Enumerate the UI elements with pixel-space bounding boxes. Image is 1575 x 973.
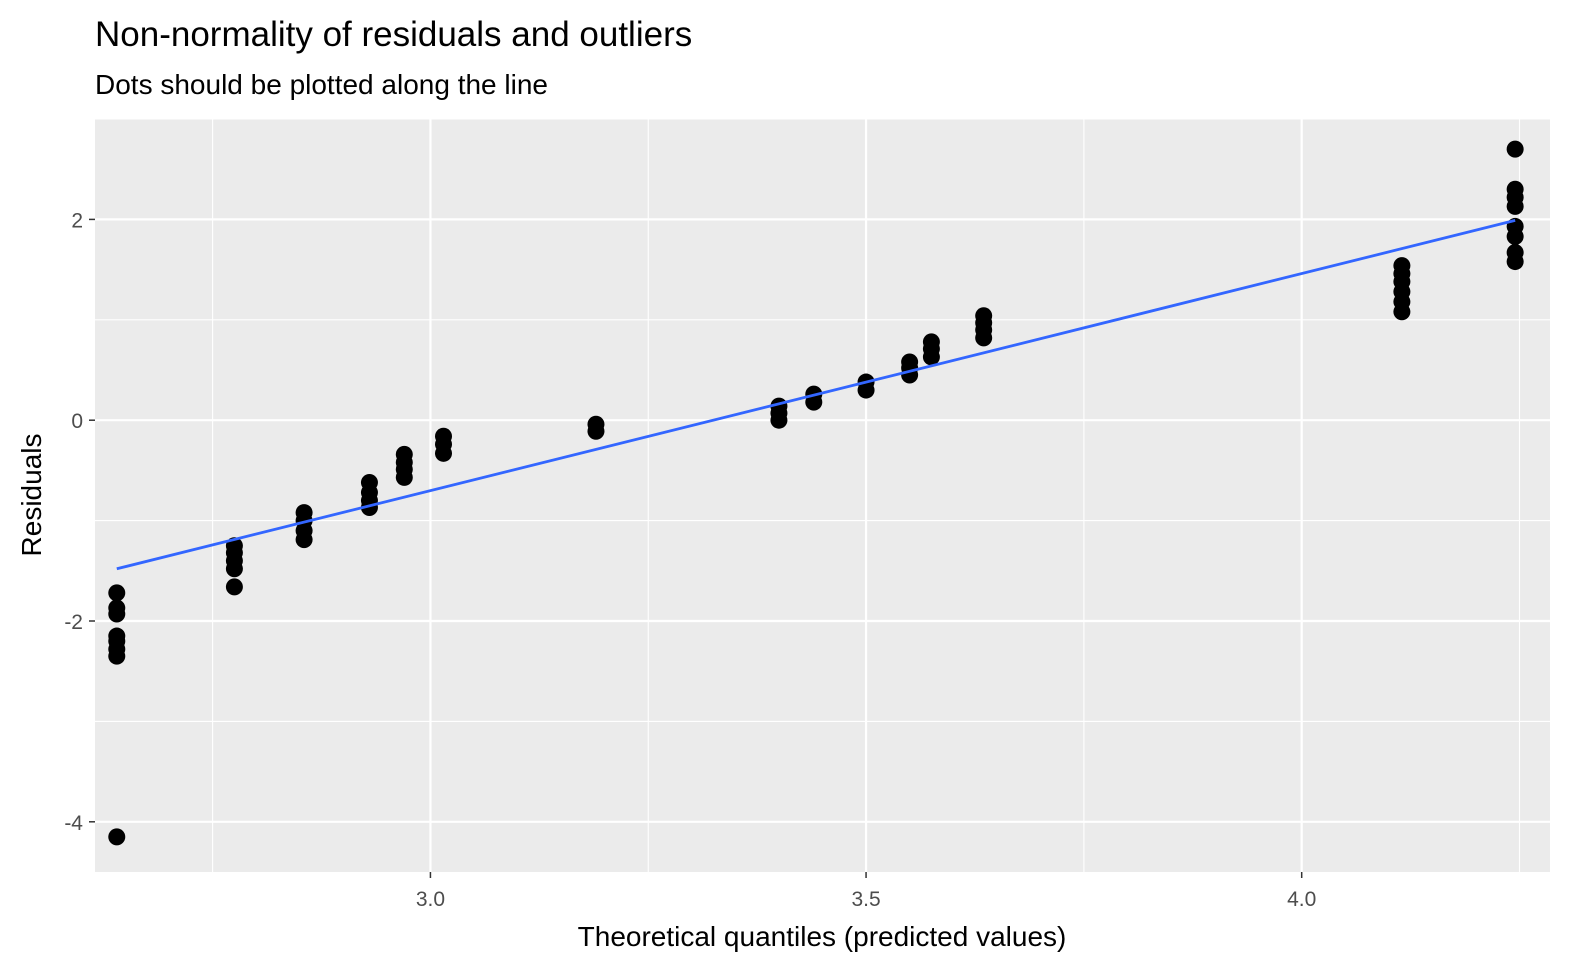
- chart-subtitle: Dots should be plotted along the line: [95, 69, 548, 100]
- data-point: [1506, 244, 1524, 262]
- data-point: [108, 627, 126, 645]
- reference-line: [116, 219, 1516, 571]
- data-point: [901, 353, 919, 371]
- data-point: [295, 504, 313, 522]
- data-point: [225, 578, 243, 596]
- data-point: [435, 427, 453, 445]
- grid-major: [95, 119, 1550, 872]
- y-axis-ticks: -4 -2 0 2: [64, 209, 95, 835]
- data-point: [108, 584, 126, 602]
- plot-panel: [95, 119, 1550, 872]
- x-tick-label: 4.0: [1287, 888, 1316, 911]
- y-tick-label: 2: [71, 209, 83, 232]
- data-point: [975, 307, 993, 325]
- grid-minor: [95, 118, 1550, 872]
- x-axis-title: Theoretical quantiles (predicted values): [578, 921, 1067, 952]
- x-axis-ticks: 3.0 3.5 4.0: [416, 872, 1316, 911]
- y-tick-label: 0: [71, 410, 83, 433]
- data-point: [1506, 140, 1524, 158]
- data-point: [108, 828, 126, 846]
- data-point: [922, 333, 940, 351]
- fit-line-layer: [116, 219, 1516, 571]
- data-point: [587, 415, 605, 433]
- x-tick-label: 3.0: [416, 888, 445, 911]
- data-point: [108, 599, 126, 617]
- data-point: [1393, 257, 1411, 275]
- data-point: [395, 445, 413, 463]
- x-tick-label: 3.5: [851, 888, 880, 911]
- points-layer: [108, 140, 1524, 846]
- chart-title: Non-normality of residuals and outliers: [95, 15, 692, 54]
- data-point: [1506, 180, 1524, 198]
- data-point: [360, 473, 378, 491]
- y-tick-label: -4: [64, 812, 83, 835]
- y-axis-title: Residuals: [16, 434, 47, 557]
- y-tick-label: -2: [64, 611, 83, 634]
